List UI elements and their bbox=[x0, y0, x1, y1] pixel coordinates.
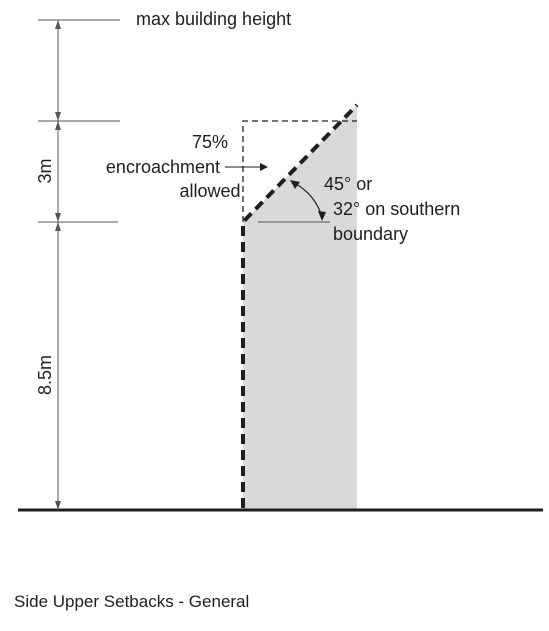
dim-arrow-upper-down bbox=[55, 112, 61, 121]
angle-label-line1: 45° or bbox=[324, 174, 372, 194]
lower-dimension-label: 8.5m bbox=[35, 355, 55, 395]
angle-arrow-start bbox=[290, 180, 300, 189]
dim-arrow-lower-down bbox=[55, 213, 61, 222]
max-height-label: max building height bbox=[136, 9, 291, 29]
angle-label-line3: boundary bbox=[333, 224, 408, 244]
encroachment-allowed-label: allowed bbox=[179, 181, 240, 201]
encroachment-word-label: encroachment bbox=[106, 157, 220, 177]
dim-arrow-top bbox=[55, 20, 61, 29]
dim-arrow-lower-up bbox=[55, 222, 61, 231]
encroachment-percent-label: 75% bbox=[192, 132, 228, 152]
dim-arrow-upper-up bbox=[55, 121, 61, 130]
full-height-outline bbox=[242, 120, 357, 222]
encroachment-arrow-head bbox=[260, 163, 268, 171]
dim-arrow-bottom bbox=[55, 501, 61, 510]
angle-arrow-end bbox=[318, 211, 326, 221]
diagram-caption: Side Upper Setbacks - General bbox=[14, 592, 250, 611]
upper-dimension-label: 3m bbox=[35, 158, 55, 183]
building-envelope-fill bbox=[243, 105, 357, 510]
angle-label-line2: 32° on southern bbox=[333, 199, 460, 219]
